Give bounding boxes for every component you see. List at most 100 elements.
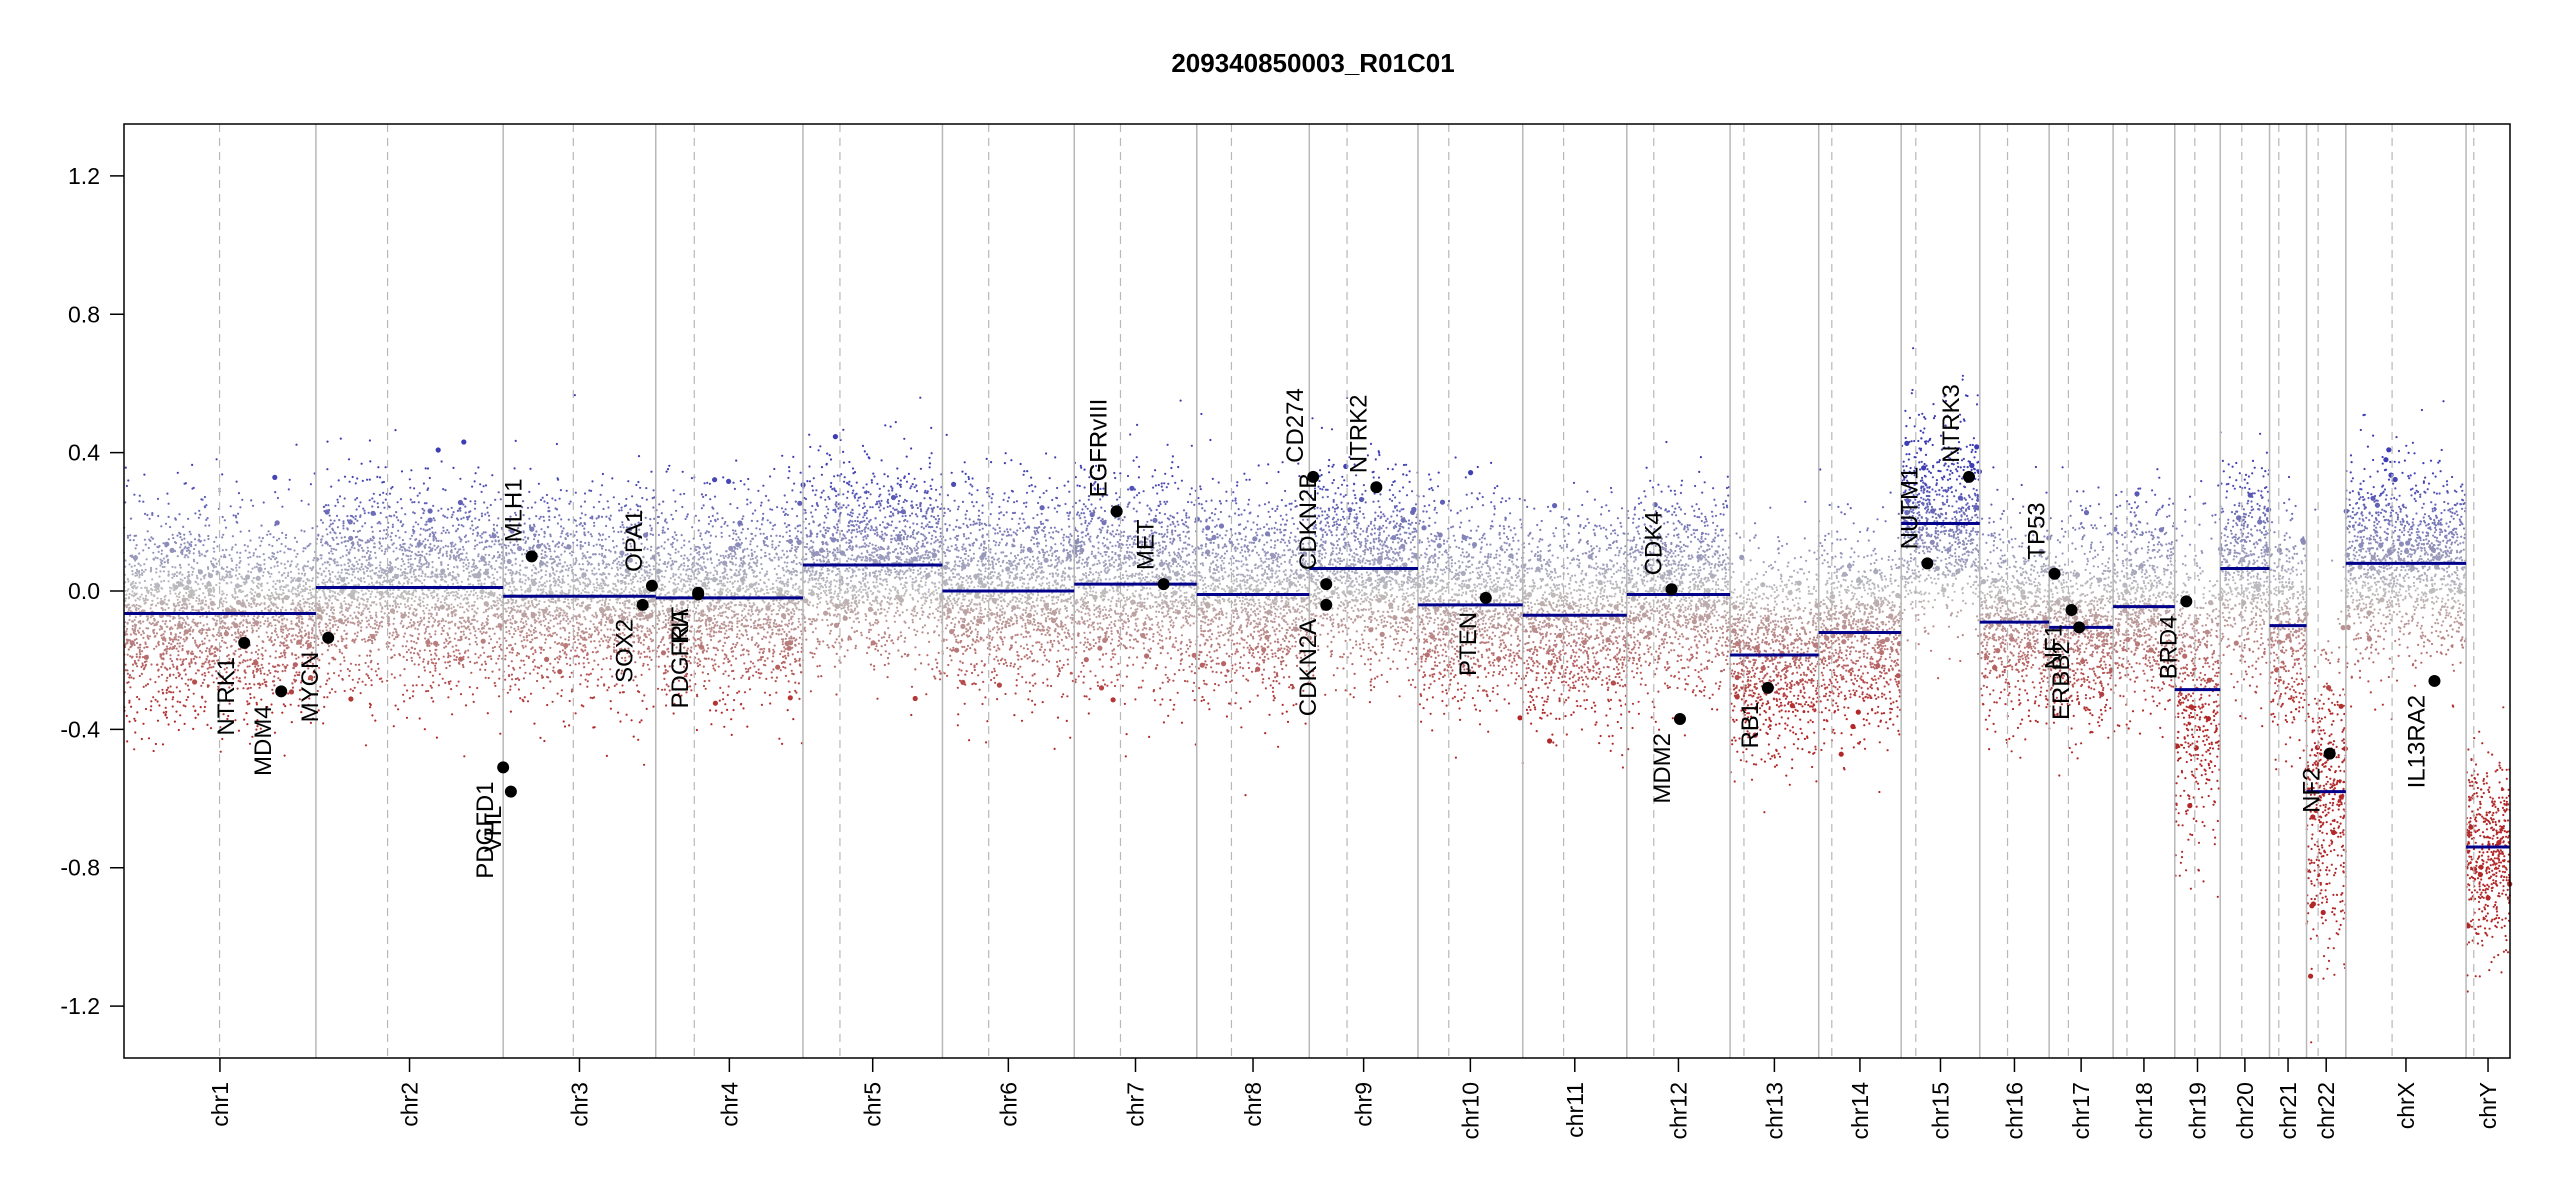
probe-point (133, 628, 137, 631)
probe-point (356, 541, 359, 544)
probe-point (230, 576, 233, 579)
probe-point (457, 523, 460, 527)
probe-point (212, 547, 215, 550)
probe-point (570, 554, 573, 557)
probe-point (427, 487, 430, 490)
probe-point (180, 538, 184, 541)
probe-point (206, 684, 209, 687)
probe-point (422, 658, 425, 661)
probe-point (414, 614, 417, 617)
probe-point (217, 685, 220, 688)
probe-point (326, 533, 329, 536)
probe-point (610, 615, 613, 618)
probe-point (459, 602, 462, 605)
probe-point (452, 571, 455, 574)
probe-point (476, 534, 479, 537)
probe-point (643, 694, 646, 697)
probe-point (442, 546, 445, 549)
probe-point (584, 513, 587, 516)
probe-point (421, 592, 425, 595)
probe-point (506, 691, 509, 694)
probe-point (379, 561, 382, 564)
probe-point (244, 634, 247, 638)
probe-point (467, 656, 470, 659)
probe-point (167, 686, 170, 689)
probe-point (296, 642, 299, 645)
probe-point (345, 646, 348, 650)
probe-point (443, 573, 446, 576)
probe-point (434, 630, 437, 633)
probe-point (144, 594, 148, 598)
probe-point (183, 547, 186, 550)
probe-point (215, 638, 218, 641)
probe-point (343, 536, 346, 539)
probe-point (402, 624, 405, 627)
probe-point (310, 593, 313, 596)
probe-point (187, 599, 190, 602)
probe-point (144, 663, 148, 666)
probe-point (161, 587, 164, 590)
probe-point (284, 705, 287, 708)
probe-point (388, 632, 391, 635)
probe-point (272, 536, 275, 539)
probe-point (321, 606, 324, 609)
probe-point (486, 604, 489, 608)
probe-point (179, 658, 182, 661)
probe-point (430, 575, 433, 578)
probe-point (443, 641, 446, 645)
probe-point (338, 495, 342, 498)
probe-point (237, 628, 240, 631)
probe-point (222, 567, 225, 571)
probe-point (431, 624, 435, 627)
probe-point (234, 649, 237, 653)
probe-point (184, 602, 187, 605)
probe-point (274, 582, 277, 586)
probe-point (387, 612, 390, 615)
probe-point (260, 602, 263, 605)
probe-point (180, 607, 183, 610)
probe-point (394, 558, 398, 561)
probe-point (333, 617, 336, 620)
probe-point (229, 573, 232, 576)
probe-point (175, 595, 178, 598)
probe-point (424, 538, 427, 541)
probe-point (477, 627, 480, 631)
probe-point (272, 680, 275, 683)
probe-point (405, 576, 409, 579)
probe-point (473, 547, 476, 550)
probe-point (221, 603, 224, 606)
probe-point (273, 565, 276, 568)
probe-point (194, 716, 197, 720)
probe-point (324, 504, 328, 507)
probe-point (138, 698, 141, 701)
probe-point (360, 626, 363, 629)
probe-point (207, 537, 210, 541)
probe-point (410, 659, 414, 662)
probe-point (512, 605, 515, 608)
probe-point (199, 706, 202, 709)
probe-point (400, 593, 403, 597)
probe-point (383, 579, 386, 582)
probe-point (177, 593, 180, 596)
probe-point (418, 596, 421, 599)
probe-point (342, 520, 345, 523)
probe-point (311, 602, 314, 606)
probe-point (548, 611, 551, 614)
probe-point (199, 539, 202, 543)
probe-point (208, 650, 211, 653)
probe-point (255, 575, 261, 581)
probe-point (340, 607, 344, 610)
probe-point (227, 653, 230, 657)
probe-point (395, 597, 398, 600)
probe-point (303, 574, 306, 577)
probe-point (251, 631, 254, 634)
probe-point (344, 582, 347, 585)
probe-point (201, 614, 204, 617)
probe-point (463, 611, 466, 614)
probe-point (157, 690, 160, 693)
probe-point (422, 540, 425, 543)
probe-point (364, 683, 367, 686)
probe-point (590, 535, 594, 538)
probe-point (476, 620, 479, 623)
probe-point (554, 616, 557, 619)
